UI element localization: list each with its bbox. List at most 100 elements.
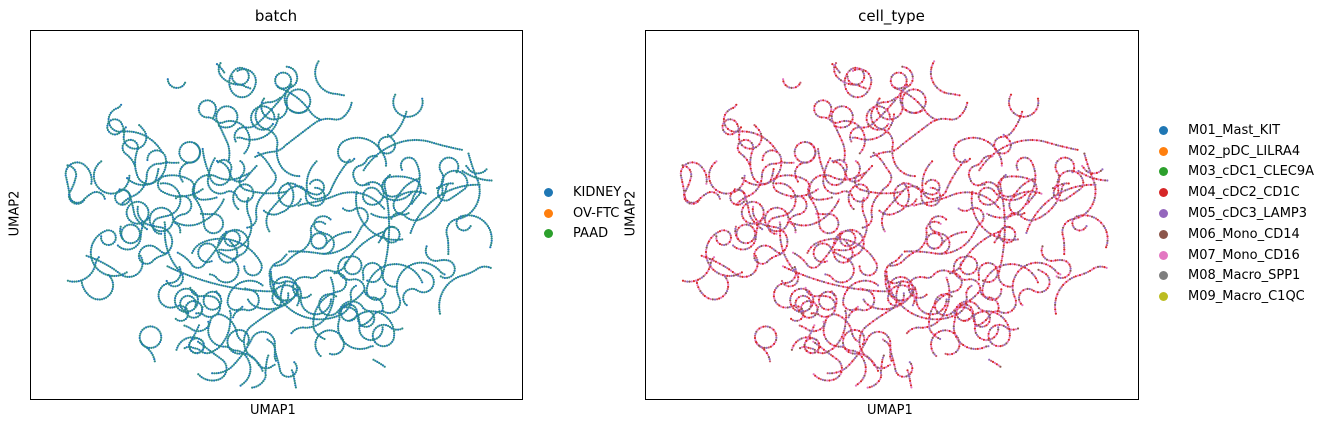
- data-point: [370, 280, 373, 284]
- data-point: [322, 330, 325, 333]
- data-point: [284, 299, 287, 302]
- data-point: [294, 292, 297, 296]
- data-point: [353, 237, 356, 240]
- data-point: [197, 252, 200, 256]
- data-point: [359, 324, 362, 327]
- data-point: [207, 291, 210, 294]
- data-point: [380, 363, 383, 366]
- data-point: [373, 181, 377, 184]
- data-point: [246, 328, 249, 331]
- data-point: [300, 249, 303, 252]
- data-point: [384, 147, 387, 150]
- data-point: [865, 190, 868, 193]
- data-point: [422, 216, 425, 219]
- data-point: [309, 98, 312, 101]
- data-point: [168, 266, 171, 269]
- data-point: [328, 234, 331, 237]
- data-point: [274, 359, 278, 362]
- data-point: [411, 199, 414, 202]
- data-point: [207, 184, 210, 187]
- data-point: [192, 141, 196, 144]
- data-point: [224, 232, 227, 235]
- data-point: [225, 159, 228, 162]
- data-point: [139, 132, 142, 135]
- data-point: [134, 158, 137, 161]
- data-point: [105, 296, 108, 299]
- data-point: [278, 282, 281, 285]
- data-point: [117, 274, 120, 277]
- data-point: [357, 164, 360, 168]
- data-point: [326, 317, 330, 320]
- data-point: [265, 360, 268, 364]
- data-point: [337, 152, 340, 155]
- data-point: [381, 330, 384, 333]
- data-point: [218, 248, 221, 251]
- data-point: [319, 271, 322, 274]
- data-point: [179, 341, 182, 344]
- data-point: [210, 243, 213, 246]
- data-point: [324, 117, 327, 120]
- data-point: [387, 343, 391, 346]
- data-point: [246, 247, 249, 250]
- data-point: [224, 178, 227, 181]
- data-point: [186, 287, 190, 290]
- data-point: [308, 96, 311, 99]
- data-point: [313, 329, 316, 332]
- data-point: [85, 291, 88, 294]
- data-point: [355, 181, 358, 184]
- data-point: [122, 133, 126, 136]
- data-point: [427, 271, 430, 274]
- data-point: [221, 69, 225, 72]
- data-point: [144, 132, 147, 135]
- data-point: [249, 370, 252, 373]
- data-point: [307, 250, 311, 254]
- data-point: [392, 226, 395, 229]
- data-point: [385, 257, 388, 260]
- data-point: [331, 280, 334, 283]
- data-point: [174, 197, 178, 200]
- data-point: [381, 151, 384, 154]
- data-point: [125, 202, 128, 205]
- data-point: [246, 298, 250, 301]
- data-point: [371, 140, 374, 143]
- data-point: [187, 259, 190, 262]
- data-point: [373, 328, 376, 331]
- data-point: [293, 379, 296, 382]
- data-point: [75, 175, 78, 178]
- data-point: [346, 319, 349, 322]
- data-point: [326, 314, 329, 317]
- data-point: [119, 230, 122, 233]
- data-point: [319, 247, 322, 250]
- data-point: [159, 249, 162, 252]
- data-point: [349, 106, 352, 109]
- data-point: [332, 285, 335, 288]
- data-point: [381, 183, 384, 186]
- data-point: [393, 142, 396, 145]
- data-point: [181, 158, 184, 161]
- data-point: [395, 194, 398, 197]
- data-point: [320, 310, 323, 313]
- data-point: [249, 273, 252, 276]
- data-point: [365, 183, 368, 186]
- data-point: [224, 182, 227, 185]
- data-point: [357, 232, 360, 235]
- data-point: [338, 156, 341, 159]
- data-point: [477, 216, 480, 219]
- data-point: [277, 160, 280, 164]
- data-point: [177, 206, 180, 209]
- data-point: [404, 264, 407, 267]
- data-point: [145, 177, 148, 180]
- data-point: [442, 176, 445, 179]
- data-point: [194, 300, 198, 303]
- data-point: [228, 280, 231, 284]
- data-point: [232, 278, 235, 282]
- data-point: [203, 225, 206, 228]
- data-point: [229, 240, 232, 243]
- data-point: [211, 161, 214, 164]
- data-point: [268, 209, 272, 212]
- data-point: [128, 275, 131, 278]
- data-point: [316, 197, 319, 201]
- data-point: [245, 176, 248, 179]
- data-point: [438, 299, 441, 302]
- data-point: [262, 136, 265, 139]
